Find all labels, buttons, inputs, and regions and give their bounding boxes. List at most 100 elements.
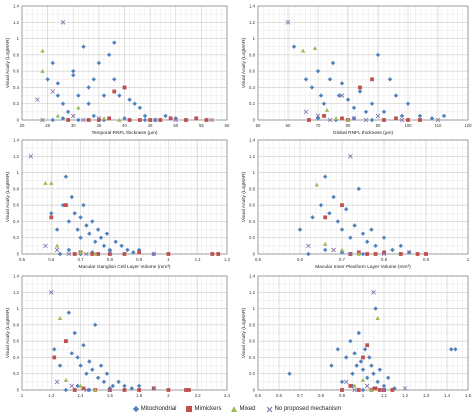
x-tick-label: 1 xyxy=(167,257,170,262)
data-point-mixed xyxy=(300,48,306,53)
data-point-mimickers xyxy=(373,252,378,256)
charts-canvas: 20 25 30 35 40 45 50 55 6000.20.40.60.811.21.4Te… xyxy=(5,4,472,399)
x-tick-label: 0.8 xyxy=(381,257,388,262)
data-point-mimickers xyxy=(406,118,410,122)
y-axis-label: Visual Acuity (LogMAR) xyxy=(5,171,11,222)
data-point-mitochondrial xyxy=(339,250,345,255)
data-point-mitochondrial xyxy=(323,247,328,253)
x-tick-label: 70 xyxy=(316,123,321,128)
data-point-mitochondrial xyxy=(291,44,297,49)
data-point-mitochondrial xyxy=(87,359,92,364)
x-tick-label: 0.5 xyxy=(255,393,262,398)
data-point-mitochondrial xyxy=(309,85,315,90)
data-point-mitochondrial xyxy=(393,93,399,98)
data-point-mitochondrial xyxy=(95,227,101,232)
y-tick-label: 1.2 xyxy=(13,154,20,159)
y-tick-label: 1 xyxy=(253,36,256,41)
x-tick-label: 0.9 xyxy=(423,257,430,262)
y-tick-label: 1.4 xyxy=(13,274,20,279)
data-point-mimickers xyxy=(348,384,353,388)
data-point-mitochondrial xyxy=(125,247,130,253)
data-point-mitochondrial xyxy=(405,101,411,106)
data-point-mitochondrial xyxy=(354,363,359,368)
data-point-mimickers xyxy=(137,388,142,392)
data-point-mimickers xyxy=(204,118,209,122)
data-point-mitochondrial xyxy=(344,355,349,360)
data-point-mitochondrial xyxy=(72,330,77,336)
data-point-mitochondrial xyxy=(106,52,112,58)
x-tick-label: 0.6 xyxy=(276,393,283,398)
data-point-no-proposed-mechanism xyxy=(303,109,309,115)
x-tick-label: 20 xyxy=(20,123,25,128)
x-tick-label: 1.2 xyxy=(48,393,55,398)
data-point-mitochondrial xyxy=(381,235,387,240)
data-point-mitochondrial xyxy=(365,239,370,244)
data-point-mitochondrial xyxy=(352,223,357,228)
data-point-mixed xyxy=(49,180,54,185)
y-axis-label: Visual Acuity (LogMAR) xyxy=(241,307,247,358)
data-point-mitochondrial xyxy=(78,363,83,368)
y-tick-label: 1.4 xyxy=(249,274,256,279)
data-point-mitochondrial xyxy=(57,251,63,257)
data-point-mitochondrial xyxy=(369,101,375,106)
data-point-mixed xyxy=(369,387,374,392)
data-point-no-proposed-mechanism xyxy=(173,117,179,123)
data-point-mitochondrial xyxy=(55,93,61,98)
data-point-mitochondrial xyxy=(84,371,89,376)
data-point-mixed xyxy=(345,117,351,122)
data-point-mimickers xyxy=(398,252,403,256)
data-point-mimickers xyxy=(72,388,77,392)
data-point-mitochondrial xyxy=(91,77,96,82)
x-axis-label: Macular Inner Plexiform Layer Volume (mm… xyxy=(315,264,411,270)
legend-item-mimickers: Mimickers xyxy=(186,406,221,412)
data-point-mitochondrial xyxy=(339,227,345,232)
data-point-mitochondrial xyxy=(321,101,327,106)
x-tick-label: 0.6 xyxy=(297,257,304,262)
data-point-mimickers xyxy=(370,77,374,82)
x-tick-label: 30 xyxy=(71,123,76,128)
data-point-mimickers xyxy=(365,252,370,256)
data-point-mitochondrial xyxy=(318,93,324,98)
x-tick-label: 0.7 xyxy=(78,257,85,262)
x-tick-label: 2.4 xyxy=(224,393,231,398)
data-point-mitochondrial xyxy=(387,77,393,82)
x-axis-label: Macular Ganglion Cell Layer Volume (mm³) xyxy=(79,264,171,270)
data-point-no-proposed-mechanism xyxy=(84,387,89,393)
y-tick-label: 0 xyxy=(17,252,20,257)
x-tick-label: 1.2 xyxy=(224,257,231,262)
x-tick-label: 1 xyxy=(467,257,470,262)
data-point-mitochondrial xyxy=(429,116,435,121)
data-point-mitochondrial xyxy=(375,379,380,385)
data-point-mimickers xyxy=(52,355,57,360)
data-point-mitochondrial xyxy=(84,223,89,228)
data-point-mitochondrial xyxy=(360,367,366,372)
data-point-no-proposed-mechanism xyxy=(348,154,353,159)
data-point-mitochondrial xyxy=(362,347,368,352)
data-point-mitochondrial xyxy=(339,379,345,385)
data-point-no-proposed-mechanism xyxy=(69,383,75,389)
x-tick-label: 60 xyxy=(225,123,230,128)
data-point-mitochondrial xyxy=(60,116,66,121)
data-point-mimickers xyxy=(365,343,370,348)
data-point-mimickers xyxy=(424,252,428,256)
scatter-panel-4: 0.5 0.6 0.7 0.8 0.9 1 0 0.2 0.4 0.6 0.8 1 1.2 1.4 Macu… xyxy=(241,138,470,271)
data-point-mitochondrial xyxy=(356,330,361,336)
x-tick-label: 25 xyxy=(45,123,50,128)
x-tick-label: 50 xyxy=(256,123,261,128)
data-point-mitochondrial xyxy=(360,387,366,393)
plot-frame xyxy=(257,5,469,121)
data-point-no-proposed-mechanism xyxy=(327,117,333,123)
legend-label: Mimickers xyxy=(194,406,222,412)
data-point-mitochondrial xyxy=(86,101,91,106)
x-axis-label: Temporal RNFL thickness (μm) xyxy=(91,130,157,136)
y-tick-label: 1.2 xyxy=(249,20,256,25)
legend-item-no-mechanism: No proposed mechanism xyxy=(266,406,342,413)
data-point-mitochondrial xyxy=(399,113,405,119)
data-point-mitochondrial xyxy=(76,117,81,123)
x-tick-label: 2 xyxy=(167,393,170,398)
data-point-no-proposed-mechanism xyxy=(331,247,336,253)
data-point-mixed xyxy=(360,377,366,382)
data-point-mitochondrial xyxy=(369,227,374,232)
data-point-mimickers xyxy=(81,386,86,391)
data-point-mitochondrial xyxy=(122,116,127,121)
